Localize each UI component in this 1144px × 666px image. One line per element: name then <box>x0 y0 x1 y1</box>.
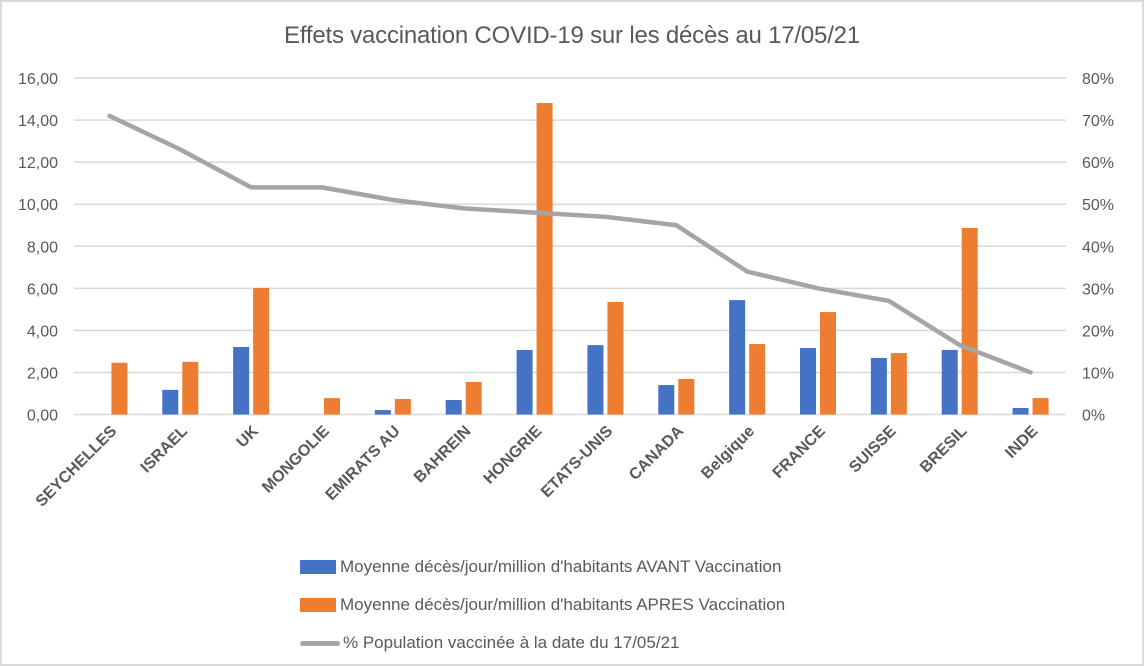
bar-apres[interactable] <box>394 398 411 415</box>
legend-swatch-line <box>300 640 340 646</box>
bar-avant[interactable] <box>1012 407 1029 415</box>
y-axis-right-ticks: 0% 10% 20% 30% 40% 50% 60% 70% 80% <box>1082 71 1114 425</box>
x-tick-label: BAHREIN <box>411 423 475 487</box>
legend-label-avant: Moyenne décès/jour/million d'habitants A… <box>340 557 782 576</box>
x-tick-label: ETATS-UNIS <box>538 423 616 501</box>
line-vaccination[interactable] <box>107 113 1033 375</box>
bar-apres[interactable] <box>111 362 128 415</box>
bar-series <box>111 103 1049 415</box>
bar-avant[interactable] <box>729 300 746 415</box>
legend-item-avant[interactable]: Moyenne décès/jour/million d'habitants A… <box>300 548 785 586</box>
x-tick-label: Belgique <box>698 423 758 483</box>
y-axis-left-ticks: 0,00 2,00 4,00 6,00 8,00 10,00 12,00 14,00 16,00 <box>18 71 58 425</box>
x-tick-label: FRANCE <box>770 423 829 482</box>
y-tick-label: 10,00 <box>18 197 58 214</box>
bar-apres[interactable] <box>1032 398 1049 415</box>
bar-avant[interactable] <box>870 357 887 415</box>
y2-tick-label: 80% <box>1082 71 1114 88</box>
chart-title: Effets vaccination COVID-19 sur les décè… <box>284 22 860 49</box>
bar-avant[interactable] <box>587 345 604 415</box>
x-tick-label: CANADA <box>626 422 687 483</box>
legend: Moyenne décès/jour/million d'habitants A… <box>300 548 785 662</box>
bar-avant[interactable] <box>233 346 250 415</box>
y-tick-label: 8,00 <box>27 239 58 256</box>
y2-tick-label: 10% <box>1082 365 1114 382</box>
bar-apres[interactable] <box>253 287 270 415</box>
y2-tick-label: 70% <box>1082 113 1114 130</box>
x-tick-label: SUISSE <box>846 423 900 477</box>
bar-apres[interactable] <box>607 301 624 415</box>
y2-tick-label: 20% <box>1082 323 1114 340</box>
bar-apres[interactable] <box>749 344 766 415</box>
gridlines <box>74 77 1066 416</box>
bar-apres[interactable] <box>678 378 695 415</box>
bar-apres[interactable] <box>820 312 836 415</box>
y-tick-label: 4,00 <box>27 323 58 340</box>
bar-avant[interactable] <box>374 410 391 415</box>
y2-tick-label: 50% <box>1082 197 1114 214</box>
y-tick-label: 0,00 <box>27 408 58 425</box>
y-tick-label: 2,00 <box>27 365 58 382</box>
bar-apres[interactable] <box>890 353 907 415</box>
x-tick-label: HONGRIE <box>481 423 546 488</box>
bar-apres[interactable] <box>182 361 199 415</box>
bar-avant[interactable] <box>445 399 462 415</box>
legend-item-vaccination[interactable]: % Population vaccinée à la date du 17/05… <box>300 624 785 662</box>
x-tick-label: INDE <box>1002 423 1041 462</box>
y2-tick-label: 0% <box>1082 408 1105 425</box>
y2-tick-label: 40% <box>1082 239 1114 256</box>
x-tick-label: MONGOLIE <box>259 423 333 497</box>
bar-apres[interactable] <box>536 103 553 415</box>
bar-apres[interactable] <box>324 398 340 415</box>
y-tick-label: 12,00 <box>18 155 58 172</box>
legend-label-apres: Moyenne décès/jour/million d'habitants A… <box>340 595 786 614</box>
y2-tick-label: 30% <box>1082 281 1114 298</box>
bar-avant[interactable] <box>658 385 675 415</box>
bar-avant[interactable] <box>162 389 179 415</box>
line-series <box>107 113 1033 375</box>
y-tick-label: 14,00 <box>18 113 58 130</box>
y-tick-label: 6,00 <box>27 281 58 298</box>
x-tick-label: ISRAEL <box>138 423 192 477</box>
legend-swatch-apres <box>300 598 336 612</box>
legend-label-vaccination: % Population vaccinée à la date du 17/05… <box>343 633 680 652</box>
y-tick-label: 16,00 <box>18 71 58 88</box>
x-tick-label: BRESIL <box>917 423 971 477</box>
y2-tick-label: 60% <box>1082 155 1114 172</box>
legend-item-apres[interactable]: Moyenne décès/jour/million d'habitants A… <box>300 586 785 624</box>
bar-apres[interactable] <box>465 381 482 415</box>
bar-apres[interactable] <box>961 227 978 415</box>
x-tick-label: UK <box>234 422 263 451</box>
bar-avant[interactable] <box>800 348 816 415</box>
x-tick-label: SEYCHELLES <box>33 423 121 511</box>
legend-swatch-avant <box>300 560 336 574</box>
x-tick-label: EMIRATS AU <box>323 423 404 504</box>
bar-avant[interactable] <box>516 349 533 415</box>
bar-avant[interactable] <box>941 349 958 415</box>
